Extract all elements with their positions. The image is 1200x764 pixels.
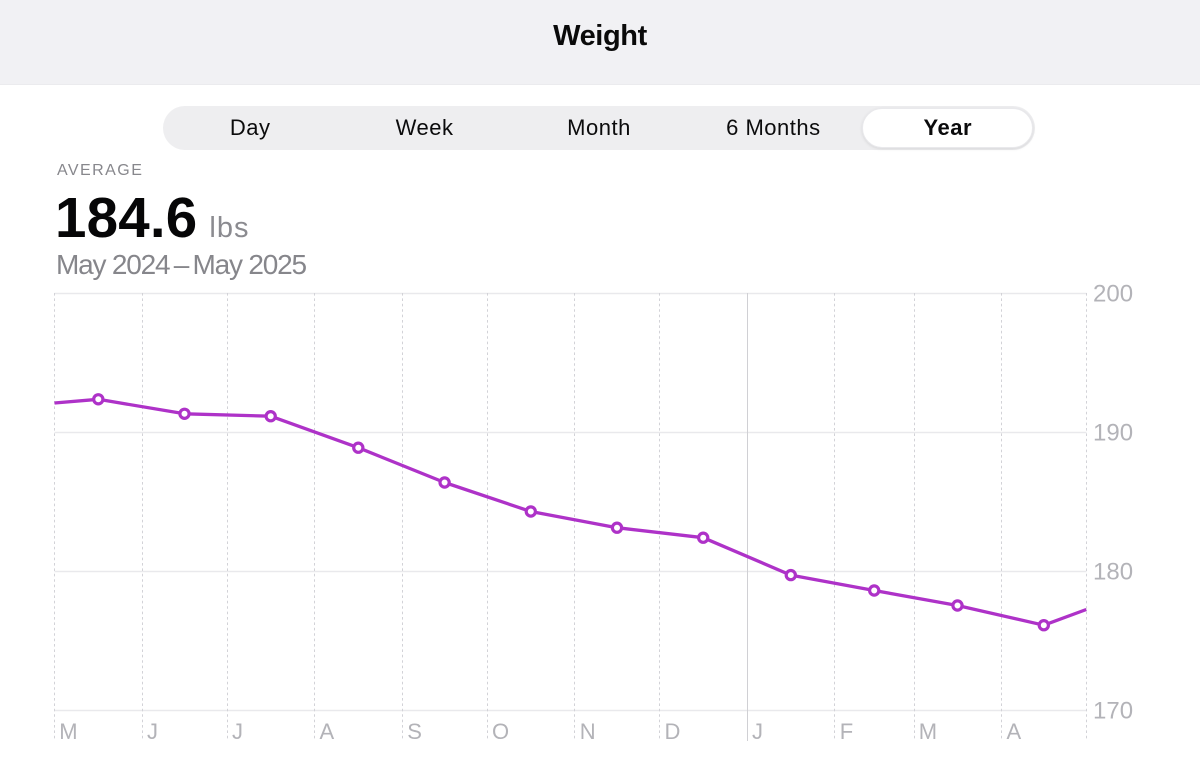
svg-text:M: M: [919, 719, 937, 744]
svg-text:190: 190: [1093, 420, 1133, 447]
svg-text:D: D: [665, 719, 681, 744]
svg-text:180: 180: [1093, 559, 1133, 586]
svg-text:J: J: [232, 719, 243, 744]
svg-text:J: J: [752, 719, 763, 744]
svg-text:N: N: [580, 719, 596, 744]
svg-text:M: M: [59, 719, 77, 744]
svg-text:A: A: [1007, 719, 1022, 744]
svg-text:200: 200: [1093, 281, 1133, 308]
svg-text:170: 170: [1093, 698, 1133, 725]
svg-text:J: J: [147, 719, 158, 744]
svg-text:A: A: [320, 719, 335, 744]
svg-text:O: O: [492, 719, 509, 744]
svg-text:S: S: [407, 719, 422, 744]
svg-text:F: F: [840, 719, 853, 744]
